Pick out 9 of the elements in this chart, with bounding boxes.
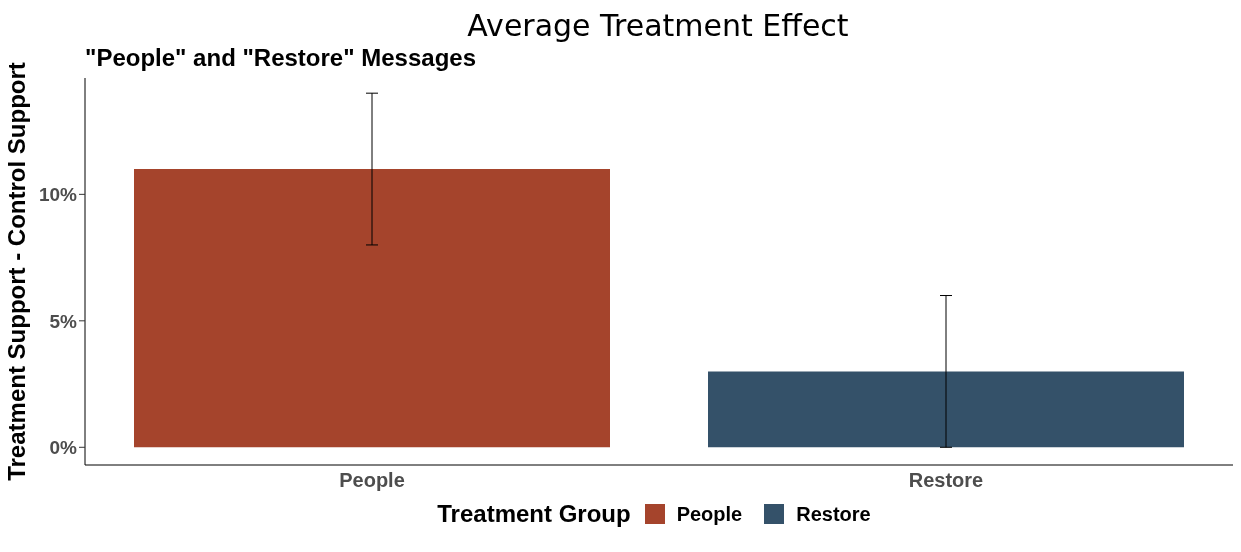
chart-title: Average Treatment Effect <box>466 8 850 44</box>
chart-subtitle: "People" and "Restore" Messages <box>85 44 476 72</box>
legend-title: Treatment Group <box>437 500 631 528</box>
legend-label: People <box>676 502 743 526</box>
y-tick-label: 10% <box>38 184 78 206</box>
y-tick-label: 5% <box>49 310 78 332</box>
legend-label: Restore <box>796 502 871 526</box>
y-axis-title: Treatment Support - Control Support <box>2 62 30 481</box>
y-tick-label: 0% <box>49 437 78 459</box>
